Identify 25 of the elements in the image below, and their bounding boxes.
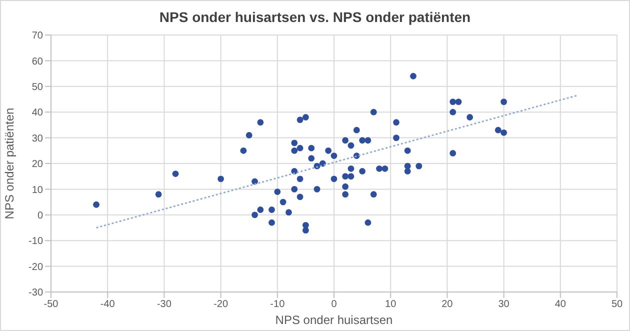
x-tick-label: 40 bbox=[554, 299, 566, 310]
x-axis-title: NPS onder huisartsen bbox=[275, 313, 393, 327]
x-tick-label: -40 bbox=[100, 299, 116, 310]
y-tick-label: 40 bbox=[32, 108, 44, 119]
x-tick-label: 30 bbox=[498, 299, 510, 310]
y-tick-label: -30 bbox=[28, 288, 44, 299]
y-tick-label: 20 bbox=[32, 159, 44, 170]
y-tick-label: 70 bbox=[32, 30, 44, 42]
chart-title: NPS onder huisartsen vs. NPS onder patiënten bbox=[158, 8, 472, 27]
y-tick-label: 0 bbox=[37, 210, 44, 222]
y-tick-label: 30 bbox=[32, 133, 44, 144]
y-tick-label: 10 bbox=[32, 184, 44, 196]
x-tick-label: -10 bbox=[270, 299, 286, 310]
y-tick-label: -20 bbox=[28, 262, 44, 273]
x-tick-label: -20 bbox=[214, 299, 228, 310]
x-tick-label: 50 bbox=[611, 299, 623, 310]
x-tick-label: 10 bbox=[385, 299, 397, 310]
x-tick-label: 0 bbox=[331, 299, 338, 310]
y-tick-label: -10 bbox=[28, 236, 44, 248]
y-axis-title: NPS onder patiënten bbox=[2, 108, 16, 220]
y-tick-label: 60 bbox=[32, 56, 44, 68]
x-tick-label: 20 bbox=[442, 299, 454, 310]
x-tick-label: -30 bbox=[156, 299, 172, 310]
y-tick-label: 50 bbox=[32, 82, 44, 93]
x-tick-label: -50 bbox=[44, 299, 59, 310]
